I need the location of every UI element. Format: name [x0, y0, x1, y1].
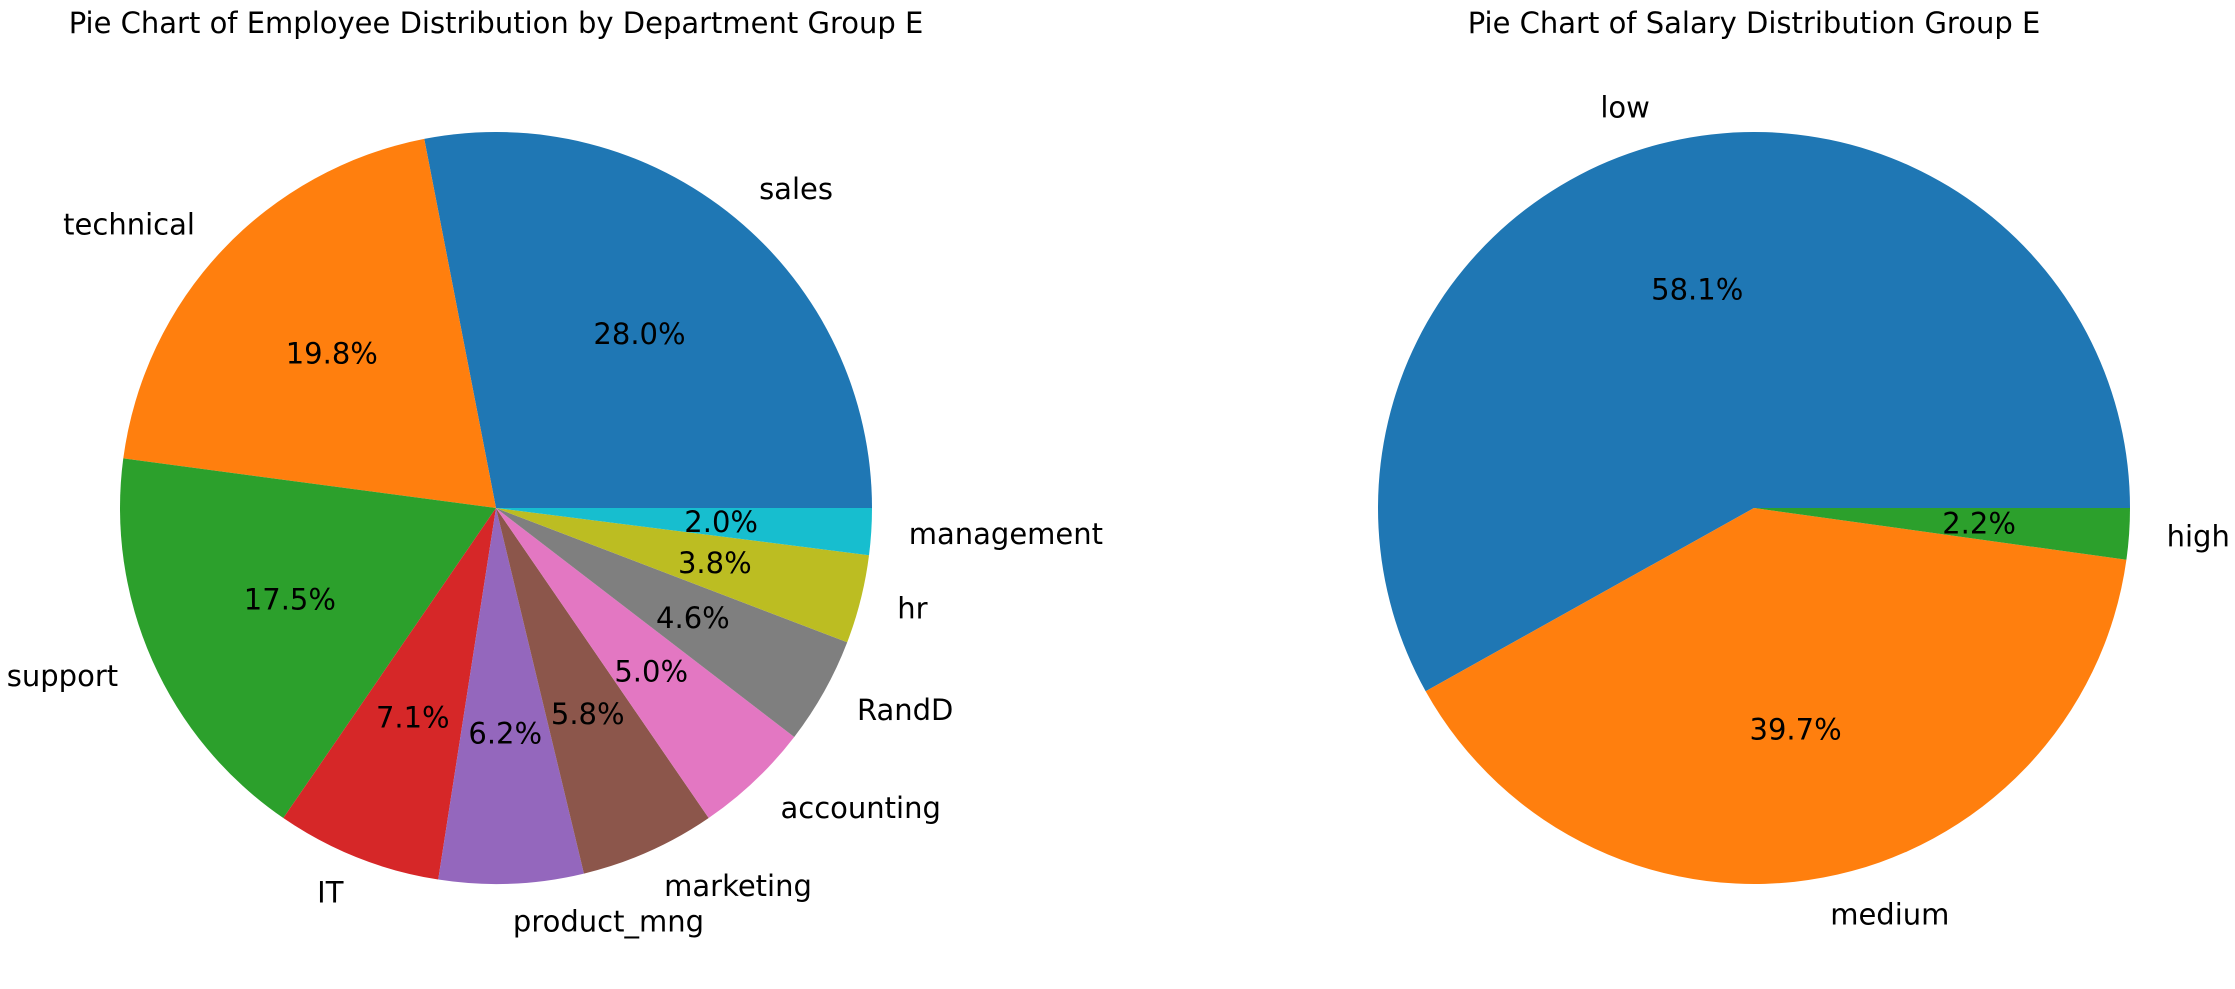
department-labels: sales 28.0% technical 19.8% support 17.5% IT 7.… — [7, 172, 1103, 938]
salary-slice-low — [1378, 132, 2130, 692]
salary-percent-label: 39.7% — [1750, 713, 1842, 747]
salary-category-label: high — [2167, 520, 2230, 554]
department-category-label: hr — [897, 592, 927, 626]
department-category-label: management — [909, 517, 1103, 551]
department-category-label: technical — [63, 207, 195, 241]
department-slice-randd — [496, 508, 848, 737]
department-category-label: product_mng — [513, 904, 704, 938]
department-slice-support — [119, 458, 497, 819]
department-percent-label: 19.8% — [286, 336, 378, 370]
department-percent-label: 3.8% — [678, 546, 752, 580]
salary-labels: low 58.1% medium 39.7% high 2.2% — [1600, 91, 2229, 932]
salary-slice-medium — [1425, 508, 2127, 885]
salary-category-label: low — [1600, 91, 1650, 125]
department-category-label: RandD — [857, 693, 953, 727]
department-chart-title: Pie Chart of Employee Distribution by De… — [69, 6, 924, 40]
department-percent-label: 2.0% — [684, 505, 758, 539]
department-percent-label: 4.6% — [656, 601, 730, 635]
salary-chart-title: Pie Chart of Salary Distribution Group E — [1468, 6, 2041, 40]
salary-percent-label: 2.2% — [1942, 507, 2016, 541]
department-percent-label: 5.0% — [614, 655, 688, 689]
department-category-label: marketing — [664, 869, 812, 903]
department-pie-chart: Pie Chart of Employee Distribution by De… — [7, 6, 1103, 938]
department-slice-sales — [424, 131, 872, 508]
department-category-label: support — [7, 659, 118, 693]
department-percent-label: 7.1% — [376, 701, 450, 735]
department-slice-product-mng — [438, 508, 584, 885]
department-category-label: accounting — [781, 791, 941, 825]
department-slice-hr — [496, 508, 870, 643]
salary-category-label: medium — [1830, 898, 1949, 932]
department-category-label: IT — [317, 875, 344, 909]
salary-slices — [1378, 132, 2130, 885]
department-slice-technical — [123, 138, 496, 508]
department-slices — [119, 131, 872, 885]
department-slice-it — [283, 508, 496, 880]
department-percent-label: 28.0% — [593, 317, 685, 351]
salary-pie-chart: Pie Chart of Salary Distribution Group E… — [1378, 6, 2230, 932]
department-percent-label: 6.2% — [468, 716, 542, 750]
department-percent-label: 17.5% — [244, 583, 336, 617]
department-category-label: sales — [759, 172, 833, 206]
salary-percent-label: 58.1% — [1651, 273, 1743, 307]
department-slice-accounting — [496, 508, 795, 819]
department-slice-management — [496, 508, 872, 556]
department-percent-label: 5.8% — [551, 697, 625, 731]
salary-slice-high — [1754, 508, 2130, 560]
department-slice-marketing — [496, 508, 709, 874]
